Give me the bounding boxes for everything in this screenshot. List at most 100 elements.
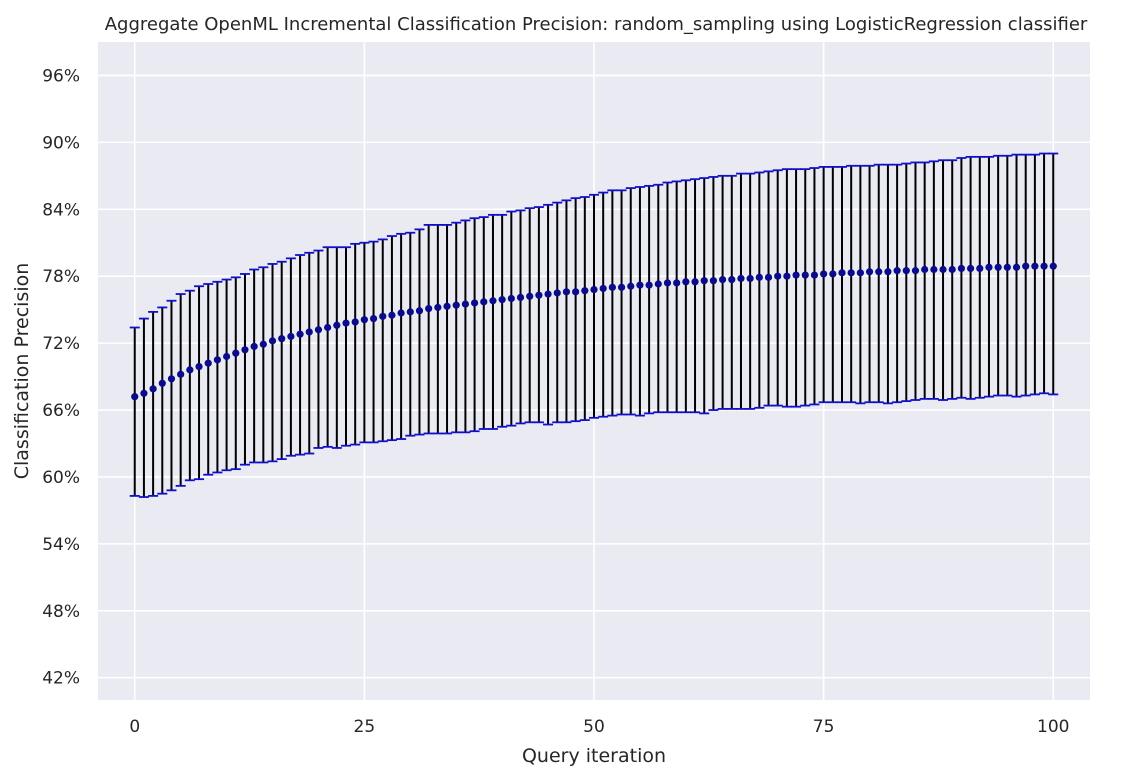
mean-point <box>783 272 791 280</box>
mean-point <box>1022 262 1030 270</box>
mean-point <box>829 270 837 278</box>
mean-point <box>911 267 920 275</box>
mean-point <box>617 283 626 291</box>
mean-point <box>452 301 460 309</box>
mean-point <box>553 289 561 297</box>
mean-markers <box>131 262 1057 401</box>
mean-point <box>856 269 864 277</box>
mean-point <box>406 308 414 316</box>
mean-point <box>434 303 442 312</box>
mean-point <box>847 269 855 277</box>
mean-point <box>562 288 571 296</box>
mean-point <box>388 311 396 319</box>
mean-point <box>709 277 718 285</box>
y-tick-label: 84% <box>42 200 80 220</box>
mean-point <box>737 274 745 283</box>
mean-point <box>1031 262 1039 270</box>
mean-point <box>379 312 387 320</box>
mean-point <box>572 288 580 296</box>
mean-point <box>507 294 515 303</box>
mean-point <box>186 366 194 374</box>
mean-point <box>930 265 938 274</box>
mean-point <box>360 316 368 324</box>
x-tick-label: 75 <box>813 717 835 737</box>
mean-point <box>627 282 635 290</box>
mean-point <box>700 277 708 285</box>
mean-point <box>351 318 359 326</box>
mean-point <box>663 279 672 287</box>
x-tick-label: 0 <box>129 717 140 737</box>
y-tick-label: 66% <box>42 401 80 421</box>
mean-point <box>250 342 258 351</box>
chart-title: Aggregate OpenML Incremental Classificat… <box>105 14 1088 35</box>
mean-point <box>801 271 809 279</box>
x-axis-title: Query iteration <box>522 745 666 767</box>
mean-point <box>195 362 203 371</box>
mean-point <box>287 332 295 341</box>
mean-point <box>167 375 176 383</box>
mean-point <box>581 287 589 295</box>
mean-point <box>470 299 479 307</box>
mean-point <box>608 283 616 291</box>
mean-point <box>425 304 433 313</box>
mean-point <box>691 278 699 286</box>
mean-point <box>673 279 681 287</box>
mean-point <box>324 323 332 332</box>
mean-point <box>314 326 323 334</box>
y-tick-labels: 42% 48% 54% 60% 66% 72% 78% 84% 90% 96% <box>42 66 80 688</box>
mean-point <box>526 292 534 300</box>
mean-point <box>278 335 286 343</box>
mean-point <box>535 291 543 299</box>
mean-point <box>792 271 800 279</box>
mean-point <box>204 359 212 367</box>
mean-point <box>893 267 901 275</box>
y-tick-label: 72% <box>42 334 80 354</box>
mean-point <box>718 275 727 284</box>
mean-point <box>645 281 653 289</box>
mean-point <box>966 264 975 272</box>
x-tick-label: 25 <box>354 717 376 737</box>
mean-point <box>810 271 819 279</box>
mean-point <box>268 337 277 345</box>
mean-point <box>957 264 966 272</box>
mean-point <box>838 269 846 277</box>
mean-point <box>443 302 451 310</box>
mean-point <box>158 379 166 387</box>
mean-point <box>590 285 598 294</box>
error-bars <box>133 153 1055 498</box>
mean-point <box>902 267 910 275</box>
y-tick-label: 42% <box>42 669 80 689</box>
mean-point <box>728 275 736 284</box>
mean-point <box>755 273 763 281</box>
mean-point <box>599 284 607 293</box>
mean-point <box>1049 262 1057 270</box>
mean-point <box>149 385 157 393</box>
mean-point <box>259 340 267 348</box>
mean-point <box>296 330 304 338</box>
mean-point <box>682 278 690 286</box>
mean-point <box>985 263 993 271</box>
mean-point <box>369 314 378 323</box>
mean-point <box>764 273 773 281</box>
mean-point <box>222 352 231 361</box>
mean-point <box>305 328 313 336</box>
mean-point <box>939 265 947 274</box>
y-tick-label: 48% <box>42 602 80 622</box>
y-tick-label: 60% <box>42 468 80 488</box>
mean-point <box>415 307 424 315</box>
y-tick-label: 96% <box>42 66 80 86</box>
error-bar-caps <box>129 152 1059 498</box>
x-tick-label: 50 <box>583 717 605 737</box>
y-tick-label: 54% <box>42 535 80 555</box>
mean-point <box>140 389 148 397</box>
y-axis-title: Classification Precision <box>11 263 33 480</box>
y-tick-label: 90% <box>42 133 80 153</box>
y-tick-label: 78% <box>42 267 80 287</box>
mean-point <box>516 293 525 301</box>
mean-point <box>994 263 1002 271</box>
mean-point <box>241 346 249 354</box>
mean-point <box>884 268 892 276</box>
mean-point <box>544 290 552 298</box>
